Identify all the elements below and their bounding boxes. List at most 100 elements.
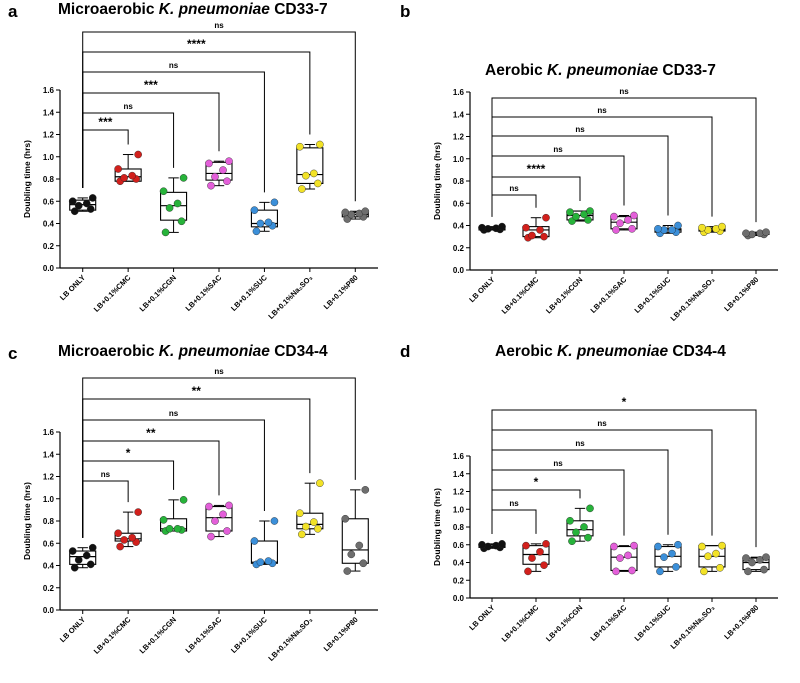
significance-label: ns	[169, 409, 179, 418]
chart-title: Aerobic K. pneumoniae CD33-7	[485, 62, 716, 80]
data-point	[698, 223, 706, 232]
significance-bracket	[82, 480, 129, 538]
x-tick-label: LB+0.1%SAC	[589, 603, 629, 643]
y-tick-label: 1.2	[43, 473, 55, 482]
data-point	[498, 540, 506, 548]
data-point	[584, 533, 592, 542]
data-point	[566, 208, 574, 216]
data-point	[159, 187, 168, 196]
y-axis-label: Doubling time (hrs)	[22, 140, 32, 218]
data-point	[74, 556, 83, 564]
data-point	[68, 547, 77, 555]
data-point	[347, 550, 356, 559]
data-point	[82, 199, 91, 208]
data-point	[310, 169, 318, 178]
significance-bracket	[491, 509, 537, 534]
data-point	[718, 541, 726, 550]
data-point	[70, 563, 79, 572]
data-point	[134, 150, 142, 159]
significance-label: *	[126, 446, 131, 460]
data-point	[310, 518, 318, 526]
data-point	[654, 542, 662, 551]
data-point	[134, 508, 142, 516]
box-plot: 0.0 0.2 0.4 0.6 0.8 1.0 1.2 1.4 1.6 Doubling time…	[22, 367, 378, 663]
significance-label: ns	[101, 470, 111, 479]
significance-bracket	[82, 377, 356, 538]
data-point	[179, 496, 188, 504]
y-tick-label: 1.4	[453, 470, 465, 479]
data-point	[542, 540, 550, 548]
data-point	[610, 542, 618, 551]
box	[522, 226, 550, 238]
title-prefix: Aerobic	[485, 62, 548, 79]
y-tick-label: 1.0	[453, 155, 465, 164]
significance-bracket	[491, 409, 757, 548]
data-point	[302, 522, 310, 531]
x-tick-label: LB+0.1%CMC	[500, 275, 541, 316]
data-point	[270, 517, 279, 525]
data-point	[674, 221, 682, 230]
significance-bracket	[82, 440, 220, 538]
data-point	[341, 208, 350, 217]
panel-label: d	[400, 342, 411, 361]
x-tick-label: LB+0.1%SUC	[229, 615, 269, 655]
y-tick-label: 0.0	[453, 594, 465, 603]
data-point	[528, 554, 536, 562]
x-tick-label: LB+0.1%CMC	[500, 603, 541, 644]
title-species: K. pneumoniae	[547, 62, 659, 79]
data-point	[612, 226, 620, 234]
data-point	[70, 207, 79, 216]
data-point	[264, 557, 273, 565]
data-point	[82, 551, 91, 560]
data-point	[223, 177, 231, 186]
title-prefix: Microaerobic	[58, 1, 159, 18]
data-point	[219, 510, 227, 519]
y-tick-label: 0.8	[453, 523, 465, 532]
box	[69, 550, 97, 565]
panel-label: a	[8, 2, 18, 21]
data-point	[536, 226, 544, 234]
x-tick-label: LB+0.1%P80	[322, 615, 360, 653]
data-point	[74, 201, 83, 210]
data-point	[586, 504, 594, 513]
data-point	[128, 171, 136, 180]
significance-bracket	[491, 194, 537, 217]
x-tick-label: LB+0.1%P80	[722, 603, 760, 641]
x-tick-label: LB+0.1%P80	[722, 275, 760, 313]
x-tick-label: LB+0.1%SAC	[184, 273, 224, 313]
y-tick-label: 1.4	[43, 450, 55, 459]
data-point	[296, 509, 304, 518]
data-point	[207, 532, 215, 541]
data-point	[223, 527, 231, 535]
data-point	[628, 566, 636, 575]
significance-label: ns	[553, 459, 563, 468]
data-point	[177, 217, 186, 226]
box	[296, 147, 324, 185]
data-point	[478, 540, 486, 549]
data-point	[586, 207, 594, 215]
data-point	[528, 231, 536, 240]
x-tick-label: LB+0.1%CGN	[138, 615, 178, 655]
data-point	[712, 549, 720, 558]
data-point	[742, 554, 750, 562]
data-point	[211, 172, 219, 181]
data-point	[660, 553, 668, 561]
y-axis-label: Doubling time (hrs)	[432, 488, 442, 566]
data-point	[630, 541, 638, 550]
x-tick-label: LB+0.1%CGN	[544, 275, 584, 315]
data-point	[114, 529, 122, 538]
y-tick-label: 0.8	[453, 177, 465, 186]
significance-label: ns	[169, 61, 179, 70]
box	[610, 545, 638, 572]
data-point	[610, 212, 618, 221]
data-point	[316, 140, 324, 149]
data-point	[88, 194, 97, 202]
y-tick-label: 0.0	[43, 264, 55, 273]
x-tick-label: LB ONLY	[58, 273, 87, 302]
data-point	[341, 514, 350, 523]
title-strain: CD33-7	[269, 1, 328, 18]
data-point	[668, 226, 676, 234]
box	[160, 518, 188, 532]
data-point	[355, 541, 364, 550]
data-point	[744, 567, 752, 576]
